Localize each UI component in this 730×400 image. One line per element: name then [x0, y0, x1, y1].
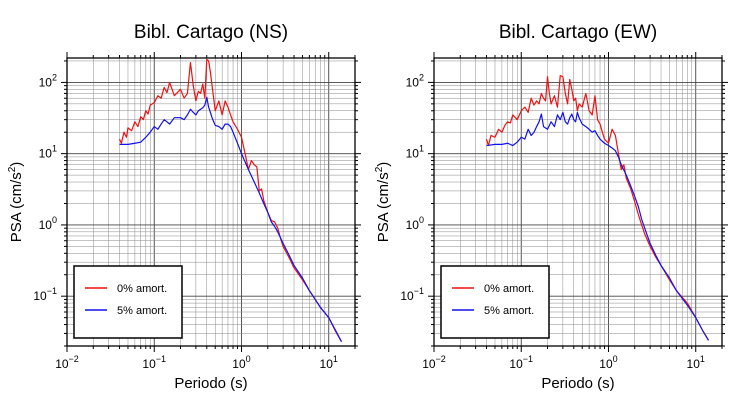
- legend-label-0: 0% amort.: [484, 283, 534, 295]
- x-tick-label: 10−2: [422, 354, 446, 371]
- legend-label-1: 5% amort.: [117, 305, 167, 317]
- y-tick-label: 101: [406, 144, 424, 161]
- chart-title: Bibl. Cartago (NS): [134, 22, 288, 43]
- legend-box: [73, 265, 183, 339]
- y-tick-label: 102: [39, 72, 57, 89]
- series-line-1: [119, 96, 343, 342]
- y-tick-label: 100: [406, 215, 424, 232]
- plot-frame: [433, 57, 723, 347]
- series-line-0: [485, 74, 710, 341]
- legend: 0% amort. 5% amort.: [73, 265, 183, 339]
- y-tick-label: 102: [406, 72, 424, 89]
- legend: 0% amort. 5% amort.: [440, 265, 550, 339]
- x-axis-label: Periodo (s): [541, 375, 614, 392]
- legend-box: [440, 265, 550, 339]
- y-axis-label: PSA (cm/s2): [7, 162, 25, 243]
- legend-label-0: 0% amort.: [117, 283, 167, 295]
- chart-panel-0: 10−2 10−1 100 101 10−1 100 101 102 Bibl. Cartago…: [7, 22, 361, 392]
- x-tick-label: 10−1: [142, 354, 166, 371]
- y-tick-label: 10−1: [33, 286, 57, 303]
- chart-panel-1: 10−2 10−1 100 101 10−1 100 101 102 Bibl. Cartago…: [374, 22, 728, 392]
- x-tick-label: 10−1: [509, 354, 533, 371]
- x-tick-label: 10−2: [55, 354, 79, 371]
- x-axis-label: Periodo (s): [174, 375, 247, 392]
- series-line-0: [118, 58, 343, 342]
- legend-label-1: 5% amort.: [484, 305, 534, 317]
- y-axis-label: PSA (cm/s2): [374, 162, 392, 243]
- y-tick-label: 101: [39, 144, 57, 161]
- x-tick-label: 100: [232, 354, 250, 371]
- x-tick-label: 100: [599, 354, 617, 371]
- x-tick-label: 101: [320, 354, 338, 371]
- plot-frame: [66, 57, 356, 347]
- chart-title: Bibl. Cartago (EW): [499, 22, 657, 43]
- series-line-1: [486, 111, 710, 341]
- y-tick-label: 100: [39, 215, 57, 232]
- y-tick-label: 10−1: [400, 286, 424, 303]
- x-tick-label: 101: [687, 354, 705, 371]
